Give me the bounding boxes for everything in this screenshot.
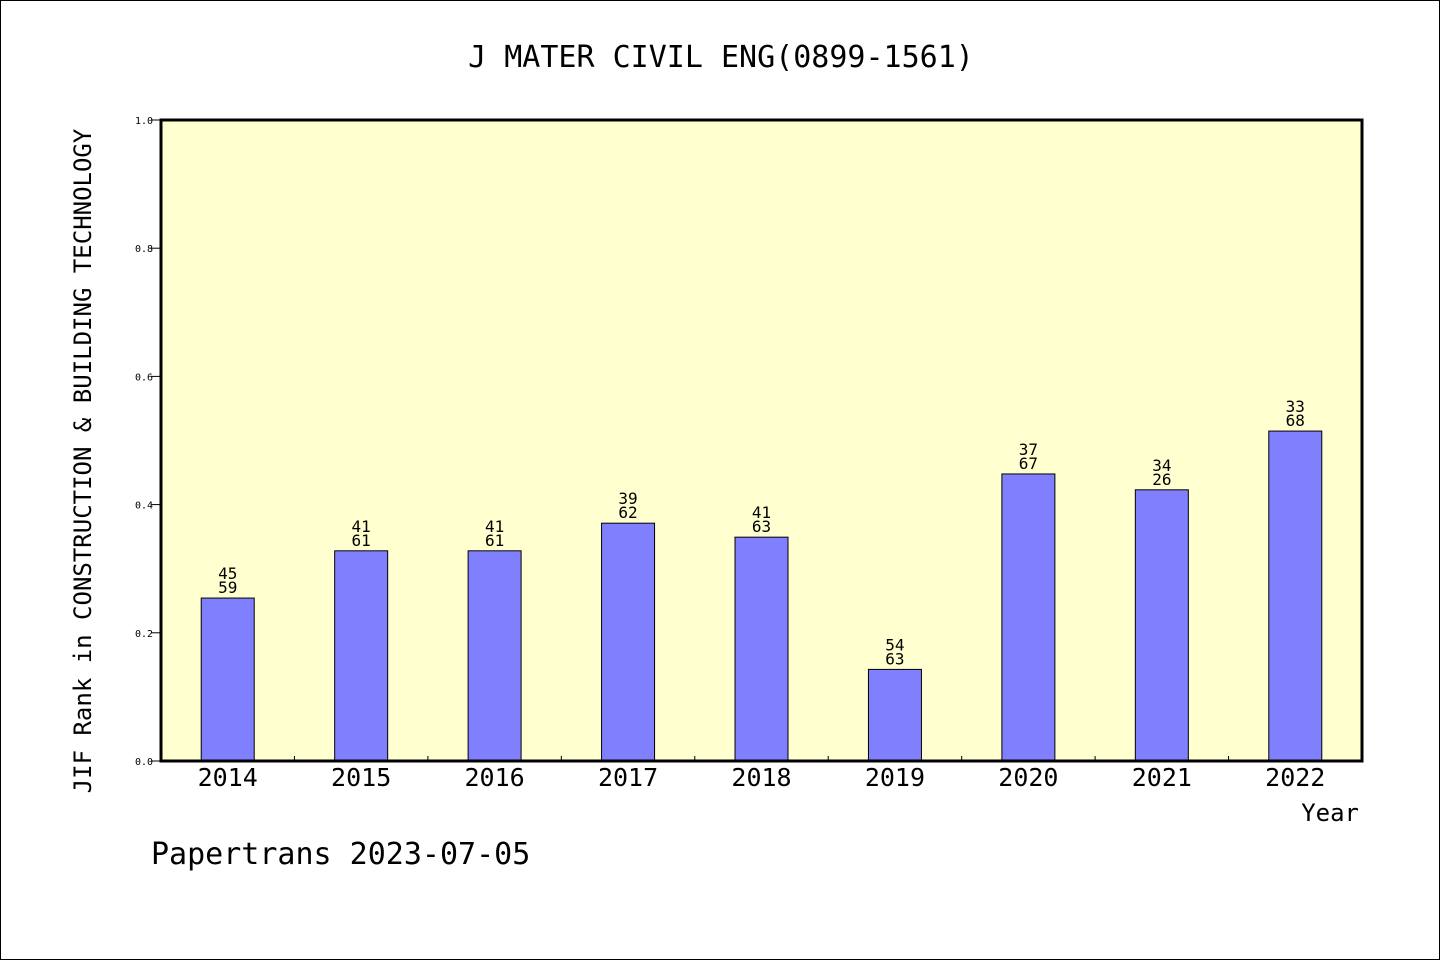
bar-rank-label: 45 [218, 564, 237, 583]
bar-rank-label: 33 [1286, 397, 1305, 416]
y-tick-label: 0.0 [135, 757, 153, 768]
bar-total-label: 61 [485, 531, 504, 550]
bar-total-label: 67 [1019, 454, 1038, 473]
y-tick-label: 0.6 [135, 372, 153, 383]
y-tick-label: 1.0 [135, 116, 153, 127]
bar-rank-label: 41 [352, 517, 371, 536]
bar-total-label: 26 [1152, 470, 1171, 489]
bar-2015 [334, 550, 389, 762]
y-axis-label: JIF Rank in CONSTRUCTION & BUILDING TECH… [69, 128, 97, 793]
bar-total-label: 61 [352, 531, 371, 550]
bar-2017 [601, 522, 656, 762]
bar-rank-label: 39 [618, 489, 637, 508]
y-tick-label: 0.8 [135, 244, 153, 255]
x-tick-label: 2015 [331, 763, 391, 792]
bar-2019 [867, 668, 922, 762]
x-tick-label: 2021 [1132, 763, 1192, 792]
bar-rank-label: 54 [885, 635, 904, 654]
y-tick-label: 0.4 [135, 501, 153, 512]
bar-2021 [1134, 489, 1189, 762]
x-tick-label: 2019 [865, 763, 925, 792]
bar-total-label: 63 [885, 649, 904, 668]
bar-total-label: 63 [752, 517, 771, 536]
x-tick-label: 2020 [998, 763, 1058, 792]
x-tick-label: 2014 [198, 763, 258, 792]
x-axis-ticks: 2014 2015 2016 2017 2018 2019 2020 2021 2022 [198, 756, 1325, 792]
plot-border [159, 118, 1364, 763]
y-axis-ticks: 0.0 0.2 0.4 0.6 0.8 1.0 [135, 116, 161, 768]
x-tick-label: 2017 [598, 763, 658, 792]
x-tick-label: 2018 [731, 763, 791, 792]
bar-rank-label: 34 [1152, 456, 1171, 475]
x-axis-label: Year [1301, 799, 1359, 827]
footer-credit: Papertrans 2023-07-05 [151, 837, 530, 872]
x-tick-label: 2022 [1265, 763, 1325, 792]
bar-rank-label: 41 [752, 503, 771, 522]
bar-2014 [200, 597, 255, 762]
chart-title: J MATER CIVIL ENG(0899-1561) [468, 40, 974, 75]
y-tick-label: 0.2 [135, 629, 153, 640]
bar-total-label: 68 [1286, 411, 1305, 430]
bar-2018 [734, 536, 789, 762]
bar-total-label: 62 [618, 503, 637, 522]
x-tick-label: 2016 [465, 763, 525, 792]
bar-2016 [467, 550, 522, 762]
bar-2020 [1001, 473, 1056, 762]
bar-2022 [1268, 430, 1323, 762]
bar-rank-label: 37 [1019, 440, 1038, 459]
bar-rank-label: 41 [485, 517, 504, 536]
bar-total-label: 59 [218, 578, 237, 597]
